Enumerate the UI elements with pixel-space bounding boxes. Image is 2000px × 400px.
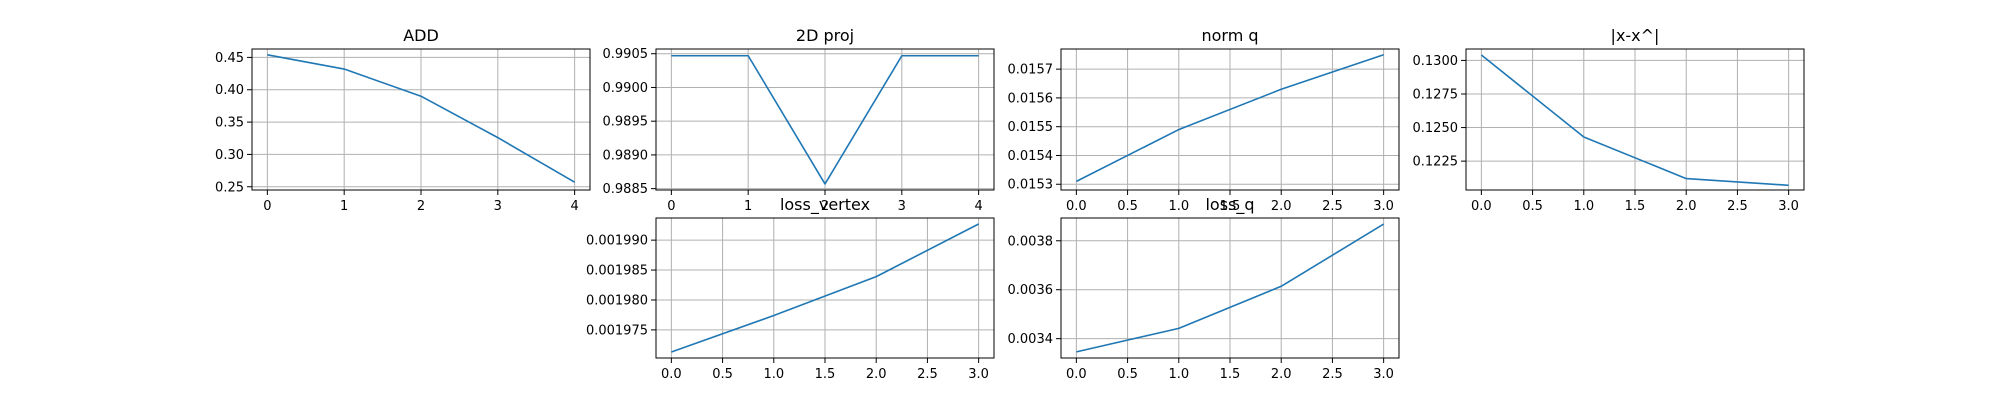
loss-q-ytick-label-2: 0.0038 — [1008, 234, 1054, 249]
loss-q-xtick-label-1: 0.5 — [1117, 367, 1138, 382]
x-diff-xtick-label-1: 0.5 — [1522, 199, 1543, 214]
x-diff-ytick-label-0: 0.1225 — [1413, 155, 1459, 170]
proj-2d-xtick-label-1: 1 — [744, 199, 752, 214]
x-diff-ytick-label-3: 0.1300 — [1413, 54, 1459, 69]
loss-vertex-ytick-label-0: 0.001975 — [586, 323, 648, 338]
x-diff-xtick-label-3: 1.5 — [1625, 199, 1646, 214]
loss-vertex-xtick-label-6: 3.0 — [968, 367, 989, 382]
loss-vertex-series-line — [671, 223, 980, 353]
norm-q-xtick-label-3: 1.5 — [1220, 199, 1241, 214]
add-xtick-label-1: 1 — [340, 199, 348, 214]
loss-q-xtick-label-4: 2.0 — [1271, 367, 1292, 382]
loss-q-xtick-label-6: 3.0 — [1373, 367, 1394, 382]
loss-vertex-xtick-label-2: 1.0 — [763, 367, 784, 382]
proj-2d-ytick-label-3: 0.9900 — [603, 81, 649, 96]
x-diff-ytick-label-2: 0.1275 — [1413, 87, 1459, 102]
loss-q-ytick-label-0: 0.0034 — [1008, 332, 1054, 347]
add-ytick-label-3: 0.40 — [215, 83, 244, 98]
x-diff-ytick-label-1: 0.1250 — [1413, 121, 1459, 136]
norm-q-ytick-label-0: 0.0153 — [1008, 178, 1054, 193]
loss-vertex-xtick-label-4: 2.0 — [866, 367, 887, 382]
loss-vertex-ytick-label-2: 0.001985 — [586, 264, 648, 279]
panel-loss-vertex: 0.0 0.5 1.0 1.5 2.0 2.5 3.0 0.001975 0.001980 0.0… — [586, 195, 995, 382]
norm-q-ytick-label-4: 0.0157 — [1008, 63, 1054, 78]
norm-q-ytick-label-1: 0.0154 — [1008, 149, 1054, 164]
proj-2d-series-line — [671, 54, 979, 185]
x-diff-xtick-label-5: 2.5 — [1727, 199, 1748, 214]
proj-2d-ytick-label-1: 0.9890 — [603, 148, 649, 163]
x-diff-xtick-label-0: 0.0 — [1471, 199, 1492, 214]
panel-norm-q: 0.0 0.5 1.0 1.5 2.0 2.5 3.0 0.0153 0.0154 0.0155 0… — [1008, 26, 1400, 214]
loss-vertex-xtick-label-5: 2.5 — [917, 367, 938, 382]
loss-vertex-xtick-label-0: 0.0 — [661, 367, 682, 382]
add-ytick-label-2: 0.35 — [215, 116, 244, 131]
loss-vertex-ytick-label-1: 0.001980 — [586, 293, 648, 308]
norm-q-xtick-label-6: 3.0 — [1373, 199, 1394, 214]
loss-q-ytick-label-1: 0.0036 — [1008, 283, 1054, 298]
loss-q-xtick-label-2: 1.0 — [1168, 367, 1189, 382]
add-xtick-label-4: 4 — [570, 199, 578, 214]
loss-q-xtick-label-5: 2.5 — [1322, 367, 1343, 382]
loss-vertex-xtick-label-1: 0.5 — [712, 367, 733, 382]
loss-q-xtick-label-3: 1.5 — [1220, 367, 1241, 382]
proj-2d-ytick-label-2: 0.9895 — [603, 115, 649, 130]
add-xtick-label-0: 0 — [263, 199, 271, 214]
proj-2d-xtick-label-0: 0 — [667, 199, 675, 214]
loss-q-title: loss_q — [1205, 195, 1254, 215]
x-diff-title: |x-x^| — [1611, 26, 1660, 45]
norm-q-xtick-label-5: 2.5 — [1322, 199, 1343, 214]
loss-vertex-xtick-label-3: 1.5 — [815, 367, 836, 382]
x-diff-series-line — [1480, 54, 1789, 187]
panel-loss-q: 0.0 0.5 1.0 1.5 2.0 2.5 3.0 0.0034 0.0036 0.0038 l… — [1008, 195, 1400, 382]
norm-q-xtick-label-1: 0.5 — [1117, 199, 1138, 214]
loss-q-xtick-label-0: 0.0 — [1066, 367, 1087, 382]
x-diff-xtick-label-2: 1.0 — [1573, 199, 1594, 214]
add-title: ADD — [403, 26, 439, 45]
x-diff-xtick-label-4: 2.0 — [1676, 199, 1697, 214]
loss-vertex-title: loss_vertex — [780, 195, 870, 215]
proj-2d-title: 2D proj — [796, 26, 854, 45]
loss-vertex-ytick-label-3: 0.001990 — [586, 234, 648, 249]
add-series-line — [267, 54, 576, 183]
proj-2d-xtick-label-4: 4 — [974, 199, 982, 214]
norm-q-xtick-label-4: 2.0 — [1271, 199, 1292, 214]
norm-q-xtick-label-0: 0.0 — [1066, 199, 1087, 214]
loss-q-series-line — [1076, 223, 1385, 353]
proj-2d-ytick-label-0: 0.9885 — [603, 182, 649, 197]
norm-q-series-line — [1075, 54, 1384, 183]
add-xtick-label-3: 3 — [494, 199, 502, 214]
norm-q-ytick-label-3: 0.0156 — [1008, 91, 1054, 106]
proj-2d-xtick-label-3: 3 — [898, 199, 906, 214]
add-ytick-label-1: 0.30 — [215, 148, 244, 163]
proj-2d-ytick-label-4: 0.9905 — [603, 47, 649, 62]
panel-add: 0 1 2 3 4 0.25 0.30 0.35 0.40 0.45 ADD — [215, 26, 591, 214]
norm-q-title: norm q — [1201, 26, 1258, 45]
panel-proj-2d: 0 1 2 3 4 0.9885 0.9890 0.9895 0.9900 0.9905 2D pr… — [603, 26, 995, 214]
norm-q-xtick-label-2: 1.0 — [1168, 199, 1189, 214]
add-xtick-label-2: 2 — [417, 199, 425, 214]
x-diff-xtick-label-6: 3.0 — [1778, 199, 1799, 214]
norm-q-ytick-label-2: 0.0155 — [1008, 120, 1054, 135]
add-ytick-label-4: 0.45 — [215, 51, 244, 66]
add-ytick-label-0: 0.25 — [215, 180, 244, 195]
proj-2d-xtick-label-2: 2 — [821, 199, 829, 214]
panel-x-diff: 0.0 0.5 1.0 1.5 2.0 2.5 3.0 0.1225 0.1250 0.1275 0… — [1413, 26, 1805, 214]
